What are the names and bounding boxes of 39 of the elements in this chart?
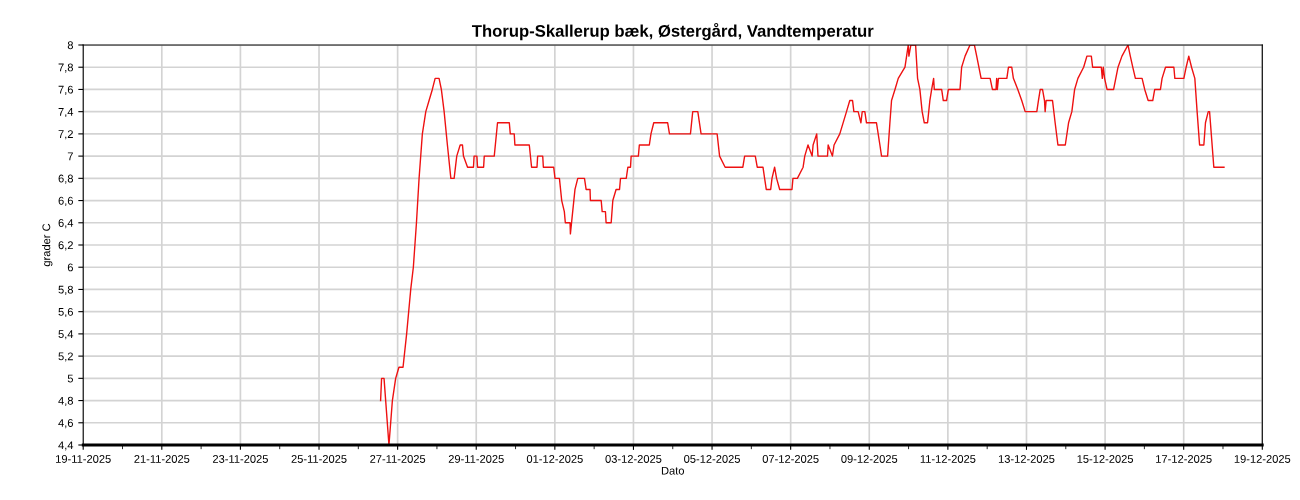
- y-tick-label: 6,6: [58, 196, 73, 206]
- x-tick-label: 23-11-2025: [212, 455, 268, 463]
- x-axis-title: Dato: [661, 466, 685, 475]
- x-tick-label: 03-12-2025: [605, 455, 662, 463]
- y-tick-label: 6,2: [58, 241, 73, 251]
- x-tick-label: 17-12-2025: [1156, 455, 1212, 463]
- y-tick-label: 6,4: [58, 219, 74, 229]
- x-tick-label: 05-12-2025: [684, 455, 741, 463]
- y-axis-title: grader C: [42, 223, 53, 267]
- y-tick-label: 4,8: [58, 396, 73, 406]
- x-tick-label: 21-11-2025: [134, 455, 190, 463]
- x-tick-label: 27-11-2025: [370, 455, 426, 463]
- x-tick-label: 07-12-2025: [762, 455, 819, 463]
- y-tick-label: 7,4: [58, 108, 74, 118]
- x-tick-label: 15-12-2025: [1077, 455, 1134, 463]
- y-tick-label: 8: [67, 41, 73, 50]
- x-tick-label: 01-12-2025: [526, 455, 583, 463]
- y-tick-label: 5,6: [58, 307, 73, 318]
- x-tick-label: 29-11-2025: [448, 455, 504, 463]
- x-tick-label: 13-12-2025: [998, 455, 1055, 463]
- x-tick-label: 09-12-2025: [841, 455, 898, 463]
- x-tick-label: 25-11-2025: [291, 455, 347, 463]
- y-tick-label: 5,8: [58, 285, 73, 295]
- y-tick-label: 7,2: [58, 130, 73, 140]
- chart-title: Thorup-Skallerup bæk, Østergård, Vandtemperatur: [471, 22, 874, 41]
- y-tick-label: 7,8: [58, 63, 73, 73]
- x-tick-label: 19-11-2025: [56, 455, 111, 463]
- y-tick-label: 4,6: [58, 419, 73, 429]
- y-tick-label: 7: [67, 152, 73, 161]
- y-tick-label: 6: [67, 263, 73, 272]
- y-tick-label: 5,2: [58, 352, 73, 362]
- line-series: [379, 45, 1225, 445]
- y-tick-label: 7,6: [58, 85, 73, 95]
- y-tick-label: 5: [67, 374, 74, 383]
- x-tick-label: 11-12-2025: [920, 455, 976, 463]
- x-tick-label: 19-12-2025: [1234, 455, 1291, 463]
- y-tick-label: 4,4: [58, 441, 74, 451]
- y-tick-label: 5,4: [58, 330, 74, 340]
- y-tick-label: 6,8: [58, 174, 73, 184]
